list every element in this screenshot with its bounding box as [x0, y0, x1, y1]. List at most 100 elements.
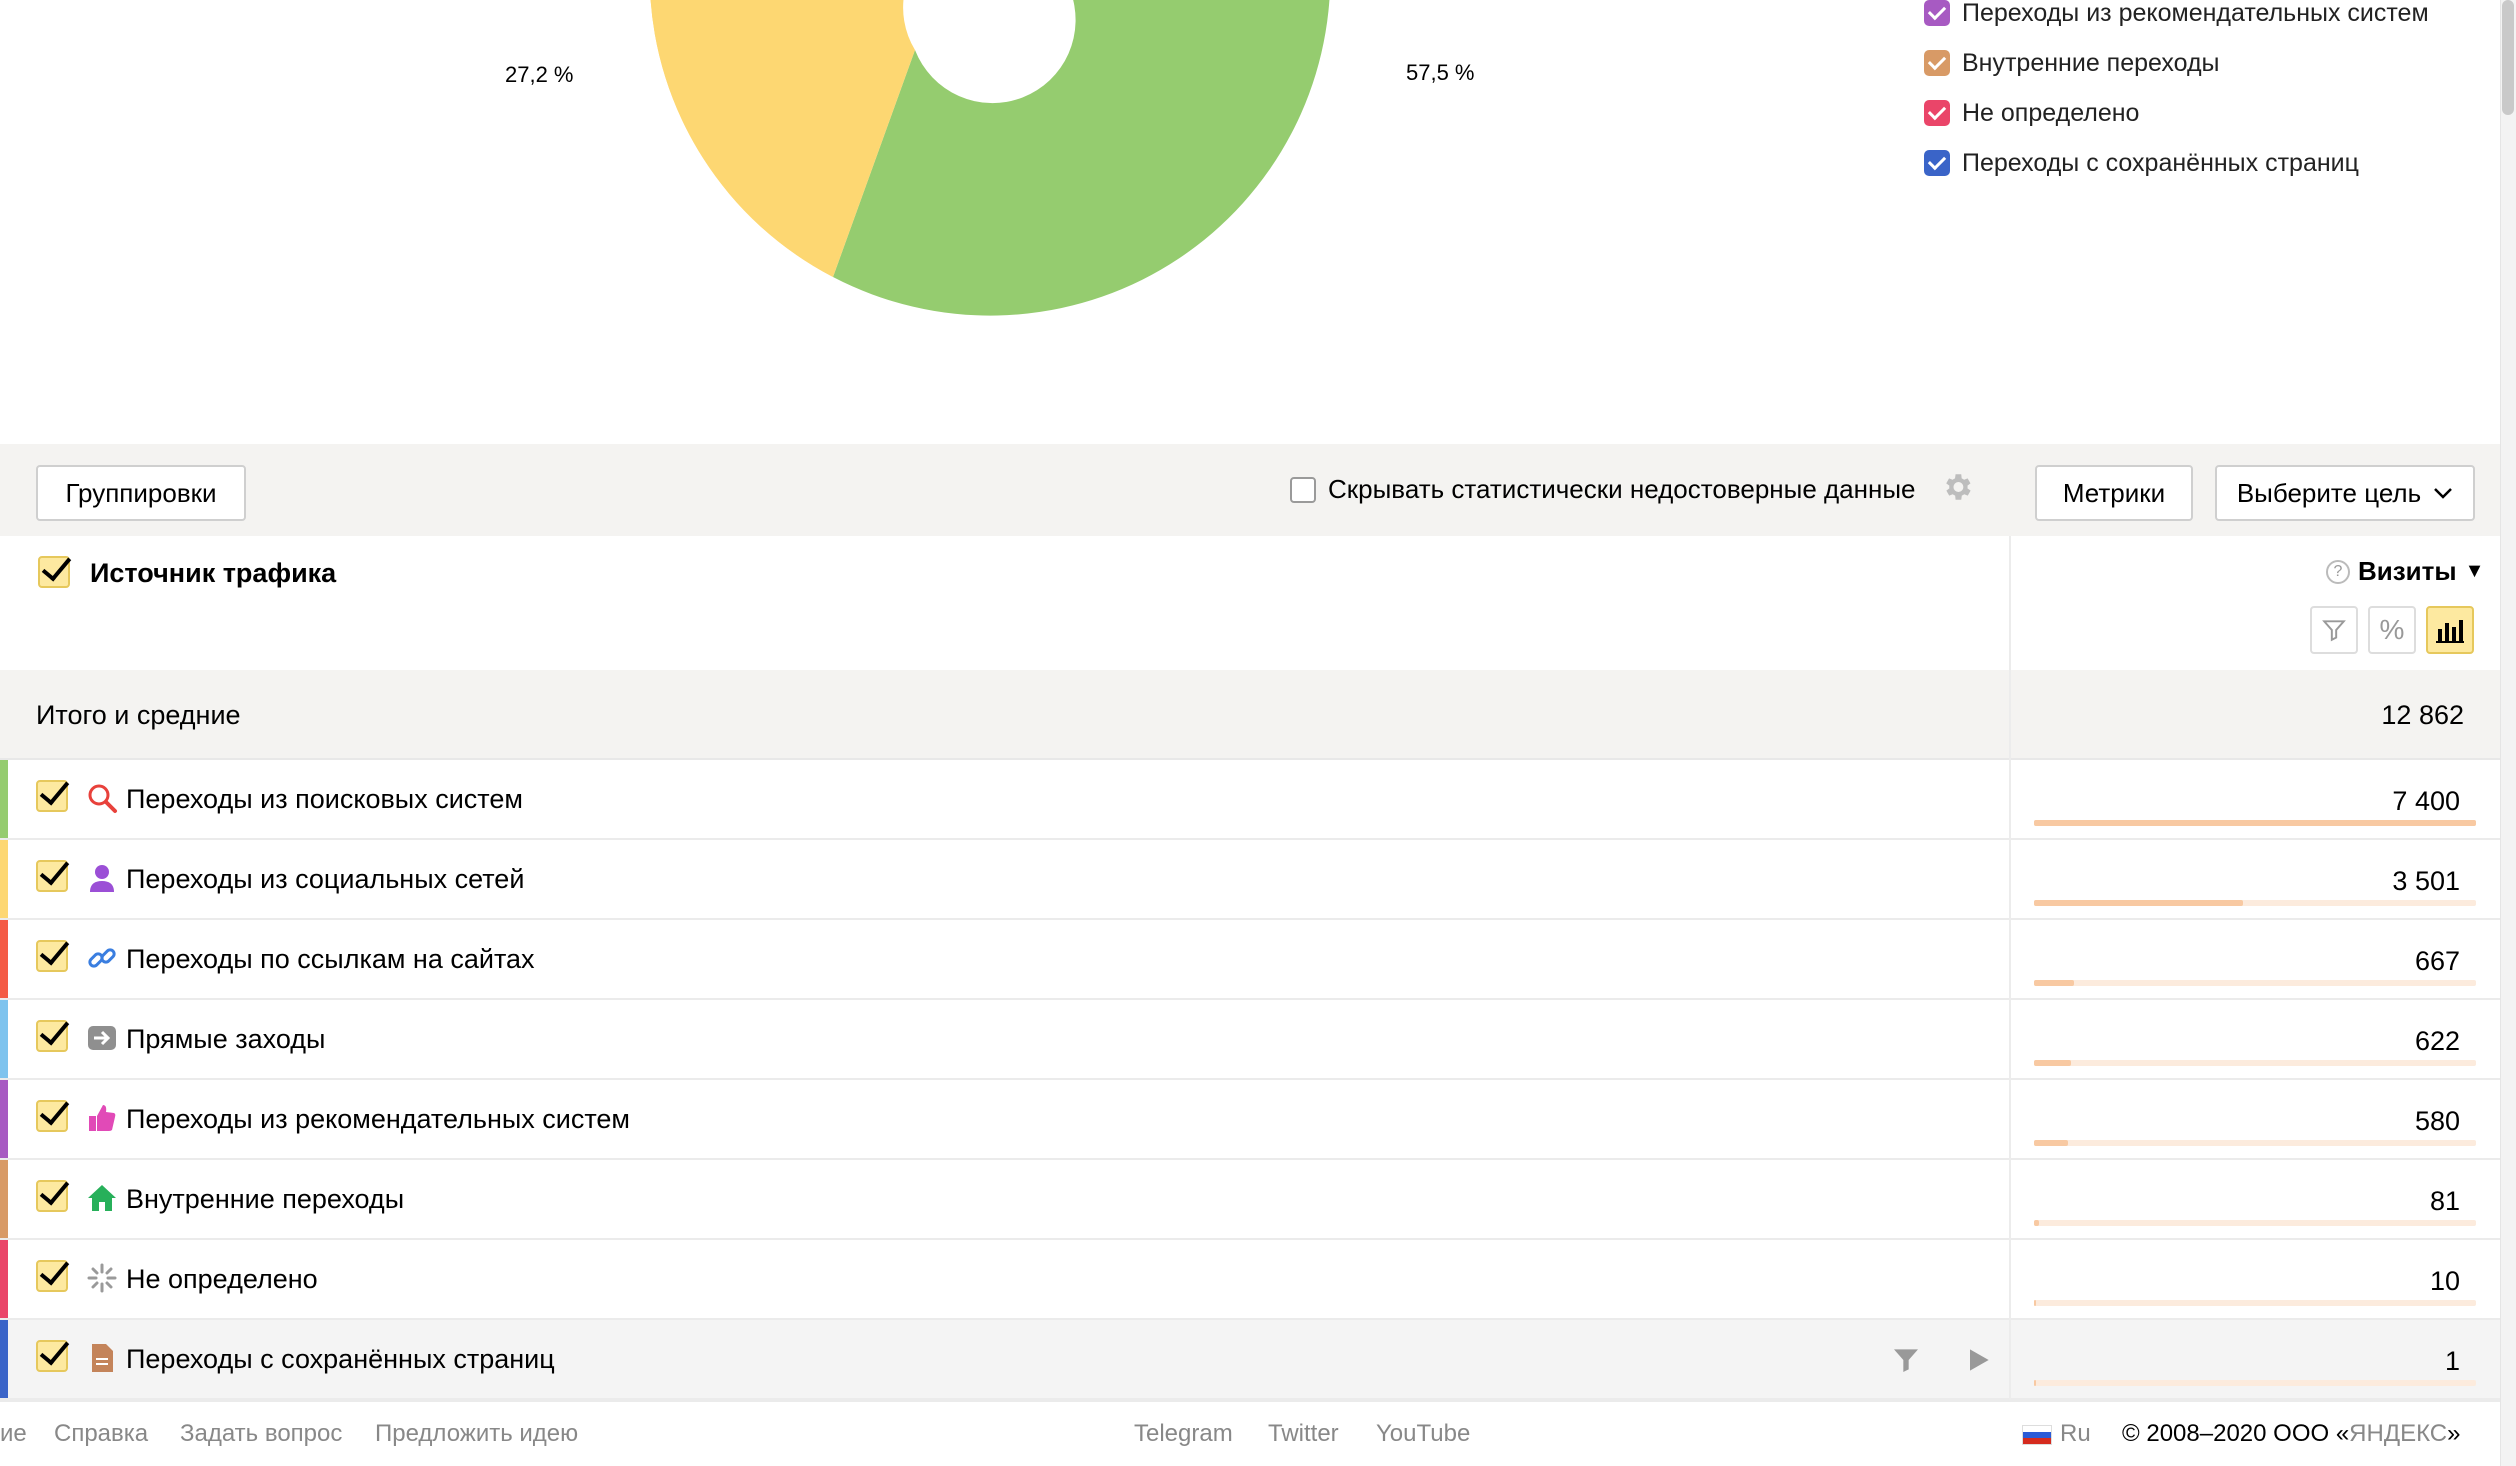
home-icon: [86, 1182, 118, 1214]
goal-select-label: Выберите цель: [2236, 477, 2422, 508]
settings-gear-icon[interactable]: [1940, 470, 1974, 504]
russia-flag-icon: [2022, 1424, 2052, 1445]
row-value: 10: [2429, 1266, 2460, 1296]
column-divider: [2009, 1160, 2011, 1240]
row-bar-fill: [2034, 820, 2476, 826]
legend-checkbox[interactable]: [1924, 100, 1950, 126]
row-label[interactable]: Не определено: [126, 1264, 318, 1294]
column-divider: [2009, 1000, 2011, 1080]
chevron-down-icon: [2434, 488, 2453, 499]
help-icon[interactable]: ?: [2326, 559, 2350, 584]
donut-chart: [650, 0, 1330, 316]
legend-label: Не определено: [1962, 98, 2140, 127]
report-toolbar: Группировки Скрывать статистически недос…: [0, 444, 2500, 536]
copyright-prefix: © 2008–2020 ООО «: [2122, 1420, 2350, 1447]
metric-header-label[interactable]: Визиты: [2358, 556, 2457, 586]
row-bar-fill: [2034, 1300, 2036, 1306]
legend-checkbox[interactable]: [1924, 50, 1950, 76]
thumbs-up-icon: [86, 1102, 118, 1134]
row-value: 622: [2414, 1026, 2460, 1056]
footer-link-help[interactable]: Справка: [54, 1420, 149, 1447]
yandex-link[interactable]: ЯНДЕКС: [2349, 1420, 2448, 1447]
legend-label: Переходы с сохранённых страниц: [1962, 148, 2359, 177]
table-header: Источник трафика ? Визиты ▼ %: [0, 536, 2500, 670]
row-bar-fill: [2034, 1060, 2072, 1066]
language-switch[interactable]: Ru: [2022, 1420, 2091, 1448]
table-row[interactable]: Переходы из поисковых систем 7 400: [0, 760, 2500, 840]
row-value: 580: [2414, 1106, 2460, 1136]
row-bar-track: [2034, 820, 2476, 826]
row-label[interactable]: Внутренние переходы: [126, 1184, 405, 1214]
column-divider: [2009, 670, 2011, 760]
legend-item[interactable]: Переходы с сохранённых страниц: [1924, 138, 2429, 188]
filter-button[interactable]: [2310, 606, 2358, 654]
goal-select[interactable]: Выберите цель: [2215, 465, 2475, 521]
legend-checkbox[interactable]: [1924, 0, 1950, 26]
hide-unreliable-toggle[interactable]: Скрывать статистически недостоверные дан…: [1290, 474, 1916, 505]
metric-header[interactable]: ? Визиты ▼: [2326, 556, 2484, 587]
row-label[interactable]: Переходы по ссылкам на сайтах: [126, 944, 535, 974]
dimension-select-all-checkbox[interactable]: [38, 556, 70, 588]
row-bar-track: [2034, 1140, 2476, 1146]
row-label[interactable]: Переходы из социальных сетей: [126, 864, 525, 894]
copyright: © 2008–2020 ООО «ЯНДЕКС»: [2122, 1420, 2461, 1448]
column-divider: [2009, 760, 2011, 840]
table-row[interactable]: Не определено 10: [0, 1240, 2500, 1320]
row-checkbox[interactable]: [36, 1100, 68, 1132]
sort-desc-icon[interactable]: ▼: [2464, 560, 2485, 582]
row-bar-fill: [2034, 1380, 2036, 1386]
hide-unreliable-label: Скрывать статистически недостоверные дан…: [1328, 474, 1916, 504]
percent-button[interactable]: %: [2368, 606, 2416, 654]
scrollbar-track[interactable]: [2500, 0, 2516, 1466]
legend-item[interactable]: Не определено: [1924, 88, 2429, 138]
link-icon: [86, 942, 118, 974]
row-value: 1: [2444, 1346, 2460, 1376]
legend-item[interactable]: Переходы из рекомендательных систем: [1924, 0, 2429, 38]
legend-item[interactable]: Внутренние переходы: [1924, 38, 2429, 88]
row-actions: [1890, 1344, 1994, 1376]
groupings-button[interactable]: Группировки: [36, 465, 246, 521]
row-label[interactable]: Прямые заходы: [126, 1024, 326, 1054]
row-checkbox[interactable]: [36, 1020, 68, 1052]
row-checkbox[interactable]: [36, 940, 68, 972]
dimension-header[interactable]: Источник трафика: [90, 558, 337, 588]
document-icon: [86, 1342, 118, 1374]
row-checkbox[interactable]: [36, 860, 68, 892]
scrollbar-thumb[interactable]: [2502, 0, 2514, 115]
footer-link-twitter[interactable]: Twitter: [1268, 1420, 1339, 1447]
totals-value: 12 862: [2381, 700, 2464, 730]
footer-link-partial[interactable]: ие: [0, 1420, 27, 1447]
row-checkbox[interactable]: [36, 1260, 68, 1292]
row-label[interactable]: Переходы из поисковых систем: [126, 784, 523, 814]
table-row[interactable]: Переходы по ссылкам на сайтах 667: [0, 920, 2500, 1000]
row-bar-fill: [2034, 980, 2074, 986]
row-label[interactable]: Переходы с сохранённых страниц: [126, 1344, 555, 1374]
play-icon[interactable]: [1962, 1344, 1994, 1376]
row-filter-icon[interactable]: [1890, 1344, 1922, 1376]
legend-label: Переходы из рекомендательных систем: [1962, 0, 2429, 27]
footer-link-idea[interactable]: Предложить идею: [375, 1420, 579, 1447]
legend-checkbox[interactable]: [1924, 150, 1950, 176]
row-bar-fill: [2034, 900, 2244, 906]
footer-link-youtube[interactable]: YouTube: [1376, 1420, 1471, 1447]
column-divider: [2009, 1080, 2011, 1160]
search-icon: [86, 782, 118, 814]
row-checkbox[interactable]: [36, 1340, 68, 1372]
footer-link-ask[interactable]: Задать вопрос: [180, 1420, 343, 1447]
row-checkbox[interactable]: [36, 1180, 68, 1212]
row-label[interactable]: Переходы из рекомендательных систем: [126, 1104, 630, 1134]
row-bar-track: [2034, 980, 2476, 986]
row-checkbox[interactable]: [36, 780, 68, 812]
legend-label: Внутренние переходы: [1962, 48, 2220, 77]
table-row[interactable]: Переходы из социальных сетей 3 501: [0, 840, 2500, 920]
row-color-stripe: [0, 1000, 8, 1078]
table-row[interactable]: Переходы из рекомендательных систем 580: [0, 1080, 2500, 1160]
hide-unreliable-checkbox[interactable]: [1290, 476, 1316, 503]
table-row[interactable]: Внутренние переходы 81: [0, 1160, 2500, 1240]
footer-link-telegram[interactable]: Telegram: [1134, 1420, 1233, 1447]
table-row[interactable]: Переходы с сохранённых страниц 1: [0, 1320, 2500, 1400]
donut-hole: [909, 0, 1067, 57]
metrics-button[interactable]: Метрики: [2035, 465, 2193, 521]
bars-toggle-button[interactable]: [2426, 606, 2474, 654]
table-row[interactable]: Прямые заходы 622: [0, 1000, 2500, 1080]
